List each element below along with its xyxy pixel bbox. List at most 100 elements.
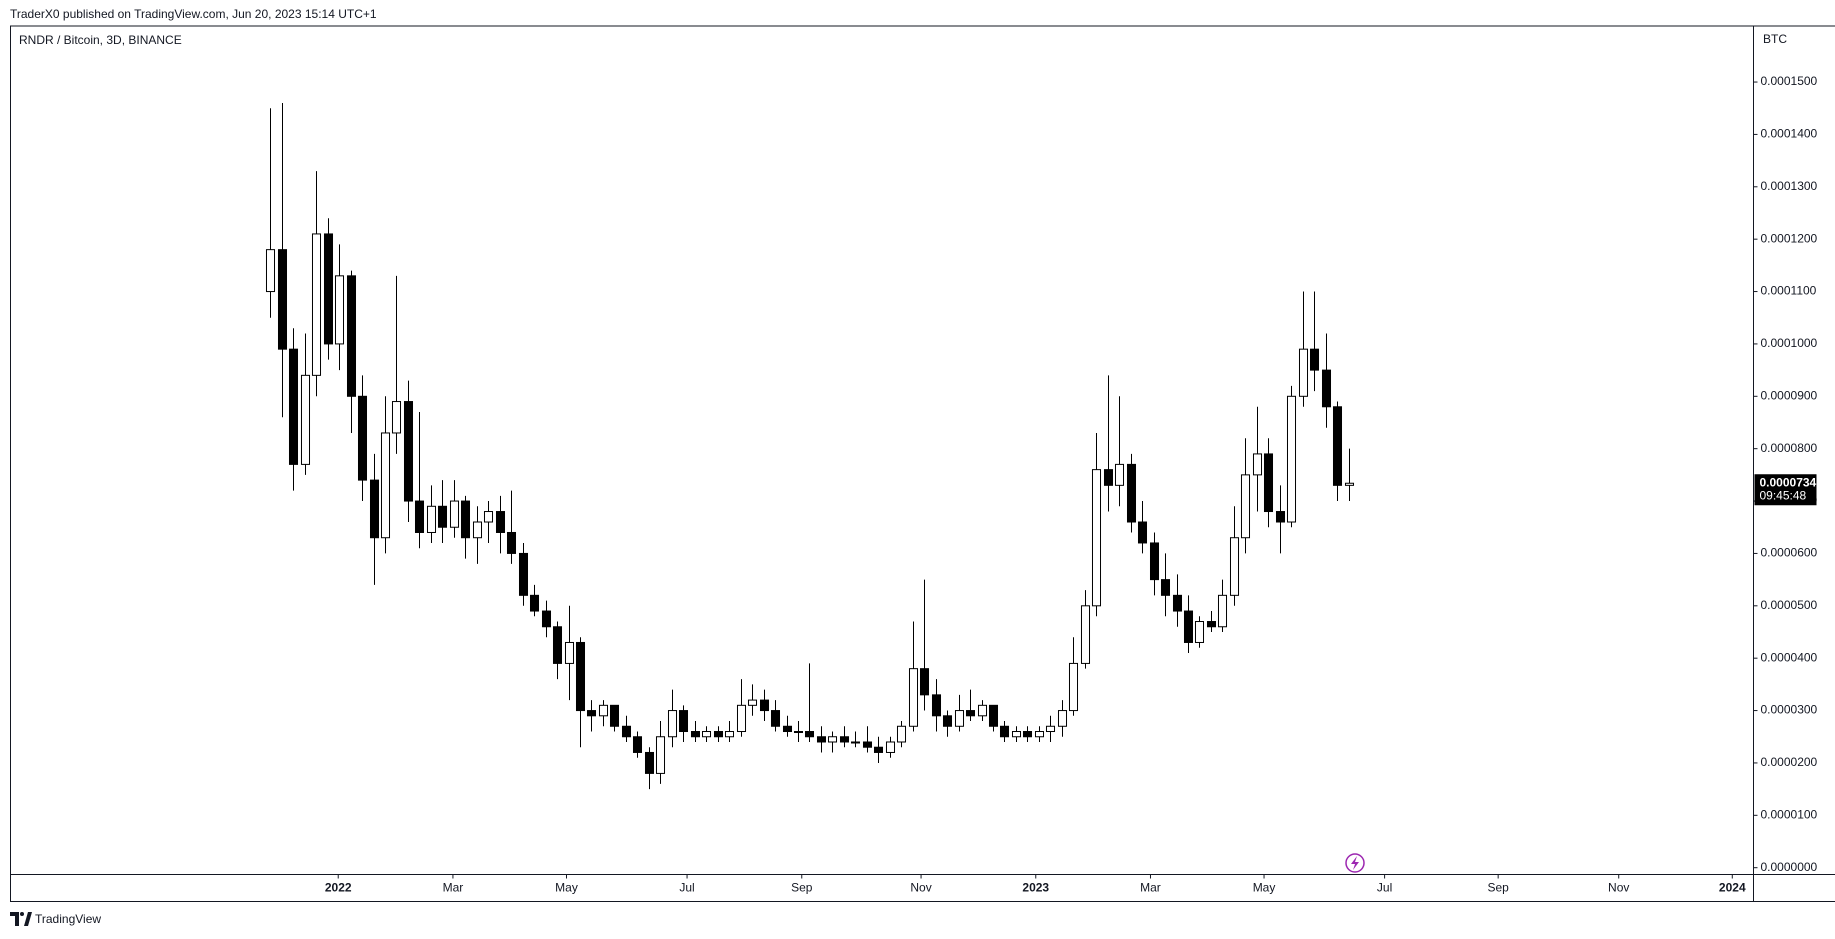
candle-body [1022, 731, 1033, 738]
y-tick-label: 0.0000800 [1761, 441, 1818, 455]
alert-bolt[interactable] [1351, 856, 1359, 870]
candle-body [391, 401, 402, 434]
x-tick-label: 2022 [325, 881, 352, 895]
candle-body [782, 725, 793, 733]
candle-body [701, 731, 712, 738]
candle-body [460, 500, 471, 539]
y-tick-label: 0.0001200 [1761, 231, 1818, 245]
x-tick-label: Mar [443, 881, 464, 895]
candle-body [518, 552, 529, 596]
candle-body [311, 233, 322, 376]
candle-body [449, 500, 460, 528]
candle-body [529, 594, 540, 612]
last-price-label: 0.0000734 [1760, 475, 1817, 489]
candle-body [988, 704, 999, 727]
candle-body [954, 710, 965, 727]
y-tick-label: 0.0000300 [1761, 703, 1818, 717]
currency-label: BTC [1763, 32, 1787, 46]
candle-body [495, 511, 506, 533]
candle-body [1217, 594, 1228, 628]
y-tick-label: 0.0000600 [1761, 546, 1818, 560]
candle-body [1183, 610, 1194, 643]
candle-body [403, 401, 414, 502]
candle-body [678, 710, 689, 733]
y-tick-label: 0.0001300 [1761, 179, 1818, 193]
candle-body [690, 731, 701, 738]
x-tick-label: 2024 [1719, 881, 1746, 895]
candle-body [506, 531, 517, 554]
candle-body [357, 395, 368, 481]
candle-body [1321, 369, 1332, 408]
candle-body [1286, 395, 1297, 523]
candle-body [931, 694, 942, 717]
candle-body [1057, 710, 1068, 727]
candle-body [850, 741, 861, 744]
plot-area: 0.0000000 0.0000100 0.0000200 0.0000300 0.00… [265, 74, 1818, 895]
candle-body [873, 746, 884, 753]
candle-body [414, 500, 425, 533]
y-tick-label: 0.0000000 [1761, 860, 1818, 874]
candle-body [1045, 725, 1056, 733]
candle-body [770, 710, 781, 727]
candle-body [277, 249, 288, 350]
alert-icon[interactable] [1345, 853, 1365, 873]
candle-body [346, 275, 357, 397]
brand-label: TradingView [35, 912, 101, 926]
x-tick-label: 2023 [1022, 881, 1049, 895]
y-tick-label: 0.0000100 [1761, 807, 1818, 821]
x-tick-label: May [555, 881, 578, 895]
last-price-tag [1754, 474, 1817, 506]
candle-body [598, 704, 609, 717]
candle-body [919, 668, 930, 696]
candle-body [644, 751, 655, 774]
y-tick-label: 0.0000900 [1761, 388, 1818, 402]
y-tick-label: 0.0001400 [1761, 127, 1818, 141]
candle-body [965, 710, 976, 717]
candle-body [1332, 406, 1343, 486]
candle-body [896, 725, 907, 743]
x-tick-label: Sep [1487, 881, 1509, 895]
x-tick-label: Nov [910, 881, 931, 895]
candle-body [1149, 542, 1160, 581]
candle-body [1103, 469, 1114, 486]
candle-body [747, 699, 758, 706]
x-tick-label: May [1253, 881, 1276, 895]
candle-body [552, 626, 563, 664]
publisher-line: TraderX0 published on TradingView.com, J… [10, 7, 377, 21]
candle-body [621, 725, 632, 738]
candle-body [300, 374, 311, 465]
logo-slash [24, 912, 32, 926]
candle-body [632, 736, 643, 753]
candle-body [1068, 662, 1079, 712]
candle-body [942, 715, 953, 727]
candle-body [483, 511, 494, 523]
candle-body [288, 348, 299, 465]
x-tick-label: Sep [791, 881, 813, 895]
candle-body [977, 704, 988, 717]
x-tick-label: Jul [679, 881, 694, 895]
x-tick-label: Jul [1377, 881, 1392, 895]
candle-body [541, 610, 552, 628]
logo-mark [10, 912, 19, 926]
candle-body [862, 741, 873, 748]
candle-body [839, 736, 850, 743]
candle-body [1172, 594, 1183, 612]
candle-body [1114, 463, 1125, 486]
y-tick-label: 0.0000400 [1761, 650, 1818, 664]
y-tick-label: 0.0001000 [1761, 336, 1818, 350]
candle-body [1011, 731, 1022, 738]
candle-body [793, 731, 804, 734]
y-tick-label: 0.0000500 [1761, 598, 1818, 612]
candle-body [437, 505, 448, 528]
candle-body [334, 275, 345, 345]
candle-body [265, 249, 276, 293]
candle-body [736, 704, 747, 733]
candle-body [804, 731, 815, 738]
candle-body [667, 710, 678, 738]
countdown-label: 09:45:48 [1760, 488, 1807, 502]
y-tick-label: 0.0001100 [1761, 284, 1817, 298]
candle-body [564, 641, 575, 664]
